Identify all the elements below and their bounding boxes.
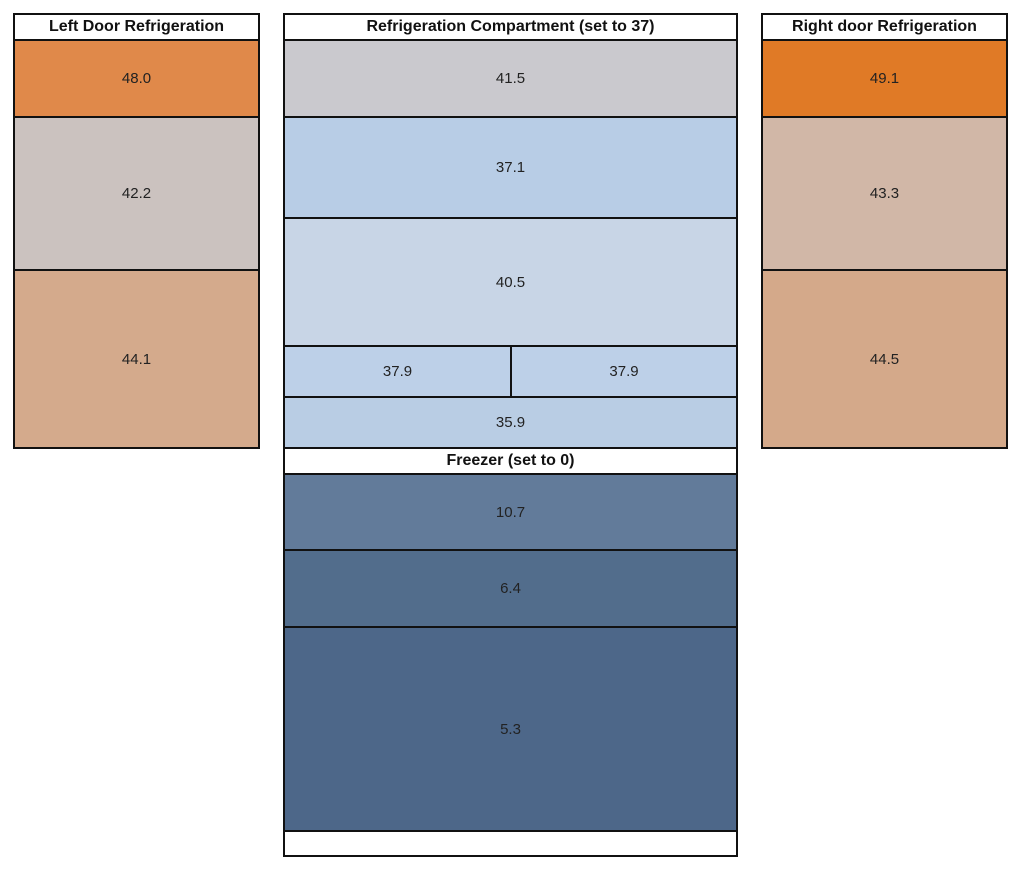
cell: 40.5 [283,217,738,347]
cell: 41.5 [283,39,738,118]
cell: 44.5 [761,269,1008,449]
cell: 5.3 [283,626,738,832]
cell: 43.3 [761,116,1008,271]
cell: 6.4 [283,549,738,628]
cell: 37.9 [283,345,512,398]
cell: 37.9 [510,345,738,398]
cell: 37.1 [283,116,738,219]
cell: 48.0 [13,39,260,118]
cell: 10.7 [283,473,738,551]
cell: 42.2 [13,116,260,271]
empty-cell [283,830,738,857]
panel-title: Refrigeration Compartment (set to 37) [283,13,738,41]
panel-title: Left Door Refrigeration [13,13,260,41]
cell: 44.1 [13,269,260,449]
panel-title: Freezer (set to 0) [283,447,738,475]
cell: 35.9 [283,396,738,449]
panel-title: Right door Refrigeration [761,13,1008,41]
cell: 49.1 [761,39,1008,118]
